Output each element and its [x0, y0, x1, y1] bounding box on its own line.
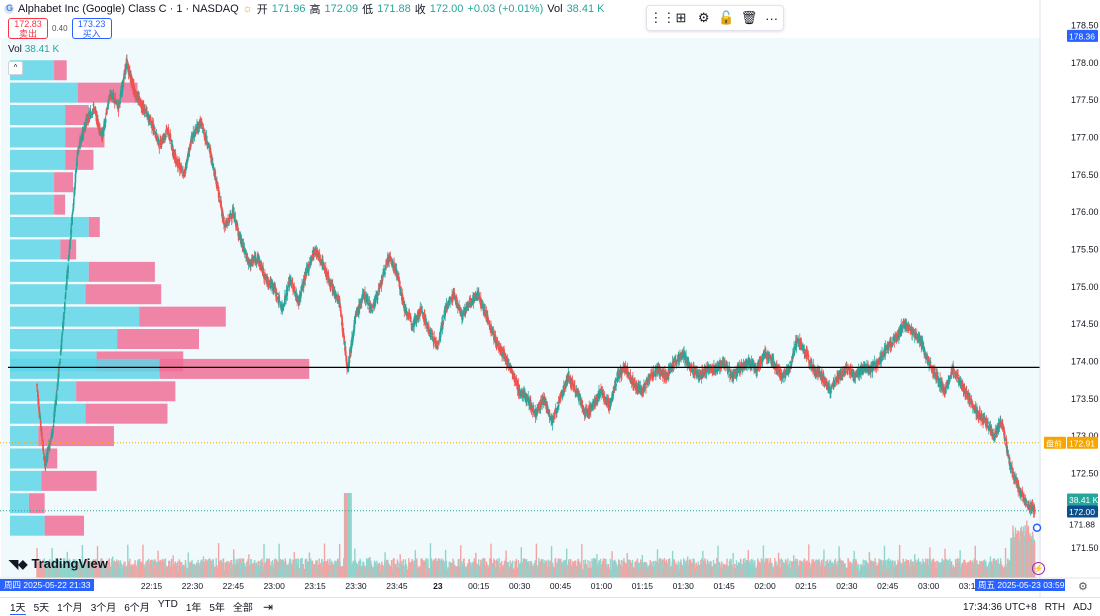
volume-profile-up-bar [10, 127, 65, 147]
candle-body [61, 339, 63, 342]
volume-profile-up-bar [10, 471, 42, 491]
candle-body [443, 321, 445, 322]
candle-body [158, 148, 160, 149]
candle-body [372, 310, 374, 313]
candle-body [105, 119, 107, 123]
volume-profile-up-bar [10, 307, 139, 327]
volume-profile-down-bar [86, 404, 168, 424]
volume-profile-up-bar [10, 448, 45, 468]
volume-profile-up-bar [10, 404, 86, 424]
candle-body [384, 272, 386, 274]
volume-profile-up-bar [10, 217, 89, 237]
volume-profile-down-bar [42, 471, 97, 491]
volume-profile-down-bar [160, 359, 310, 379]
candle-body [421, 311, 423, 312]
candle-body [43, 450, 45, 451]
candle-body [287, 289, 289, 290]
volume-profile-up-bar [10, 105, 65, 125]
volume-profile-up-bar [10, 359, 160, 379]
candle-body [433, 342, 435, 344]
candle-body [438, 342, 440, 343]
volume-profile-down-bar [54, 60, 67, 80]
candle-body [328, 276, 330, 278]
volume-profile-up-bar [10, 195, 54, 215]
candle-body [60, 359, 62, 360]
candle-body [36, 384, 38, 387]
candle-body [255, 256, 257, 257]
candle-body [219, 192, 221, 195]
candle-body [69, 249, 71, 256]
candle-body [323, 263, 325, 267]
candle-body [427, 323, 429, 324]
volume-profile-up-bar [10, 150, 65, 170]
candle-body [73, 198, 75, 205]
candle-body [449, 302, 451, 304]
candle-body [309, 266, 311, 267]
candle-body [165, 136, 167, 137]
candle-body [368, 300, 370, 301]
candle-body [279, 298, 281, 299]
volume-profile-down-bar [76, 381, 175, 401]
candle-body [345, 351, 347, 355]
candle-body [69, 240, 71, 249]
candle-body [67, 265, 69, 273]
candle-body [63, 314, 65, 320]
volume-profile-down-bar [89, 217, 100, 237]
volume-profile-down-bar [139, 307, 226, 327]
candle-body [114, 98, 116, 99]
volume-profile-down-bar [54, 195, 65, 215]
volume-profile-up-bar [10, 83, 78, 103]
candle-body [83, 134, 85, 135]
volume-bar [350, 493, 351, 578]
candle-body [493, 331, 495, 334]
candle-body [150, 117, 152, 122]
candle-body [49, 445, 51, 449]
candle-body [102, 138, 104, 139]
candle-body [154, 127, 156, 129]
candle-body [379, 288, 381, 292]
volume-profile-down-bar [117, 329, 199, 349]
candle-body [201, 123, 203, 126]
candle-body [47, 456, 49, 459]
candle-body [487, 315, 489, 317]
volume-profile-down-bar [86, 284, 162, 304]
volume-profile-up-bar [10, 239, 60, 259]
candle-body [40, 420, 42, 426]
volume-profile-up-bar [10, 172, 54, 192]
candle-body [410, 316, 412, 322]
candle-body [58, 368, 60, 370]
candle-body [186, 164, 188, 165]
candle-body [235, 217, 237, 218]
volume-profile-up-bar [10, 262, 89, 282]
volume-profile-down-bar [89, 262, 155, 282]
candle-body [221, 207, 223, 209]
candle-body [308, 267, 310, 271]
volume-profile-down-bar [54, 172, 73, 192]
volume-profile-up-bar [10, 381, 76, 401]
candle-body [56, 393, 58, 400]
volume-profile-up-bar [10, 329, 117, 349]
candle-body [48, 453, 50, 454]
candle-body [41, 432, 43, 438]
candle-body [377, 298, 379, 299]
volume-profile-down-bar [45, 516, 84, 536]
volume-profile-up-bar [10, 284, 86, 304]
candle-body [64, 302, 66, 310]
candle-body [55, 408, 57, 409]
candle-body [39, 416, 41, 419]
candle-body [71, 230, 73, 233]
volume-profile-up-bar [10, 516, 45, 536]
candle-body [349, 360, 351, 363]
